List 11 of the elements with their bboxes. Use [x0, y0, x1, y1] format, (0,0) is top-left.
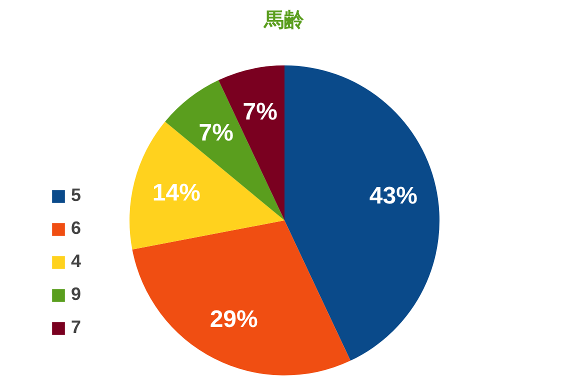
chart-title: 馬齢	[263, 8, 305, 32]
data-label: 7%	[242, 98, 278, 126]
legend-label: 4	[71, 251, 82, 272]
data-label: 29%	[210, 306, 258, 333]
data-label: 43%	[369, 182, 418, 210]
data-label: 7%	[198, 119, 234, 146]
data-label: 14%	[152, 179, 200, 206]
legend-label: 6	[71, 218, 82, 239]
legend-label: 9	[71, 284, 82, 305]
legend-label: 5	[71, 185, 82, 206]
legend-label: 7	[71, 317, 82, 338]
